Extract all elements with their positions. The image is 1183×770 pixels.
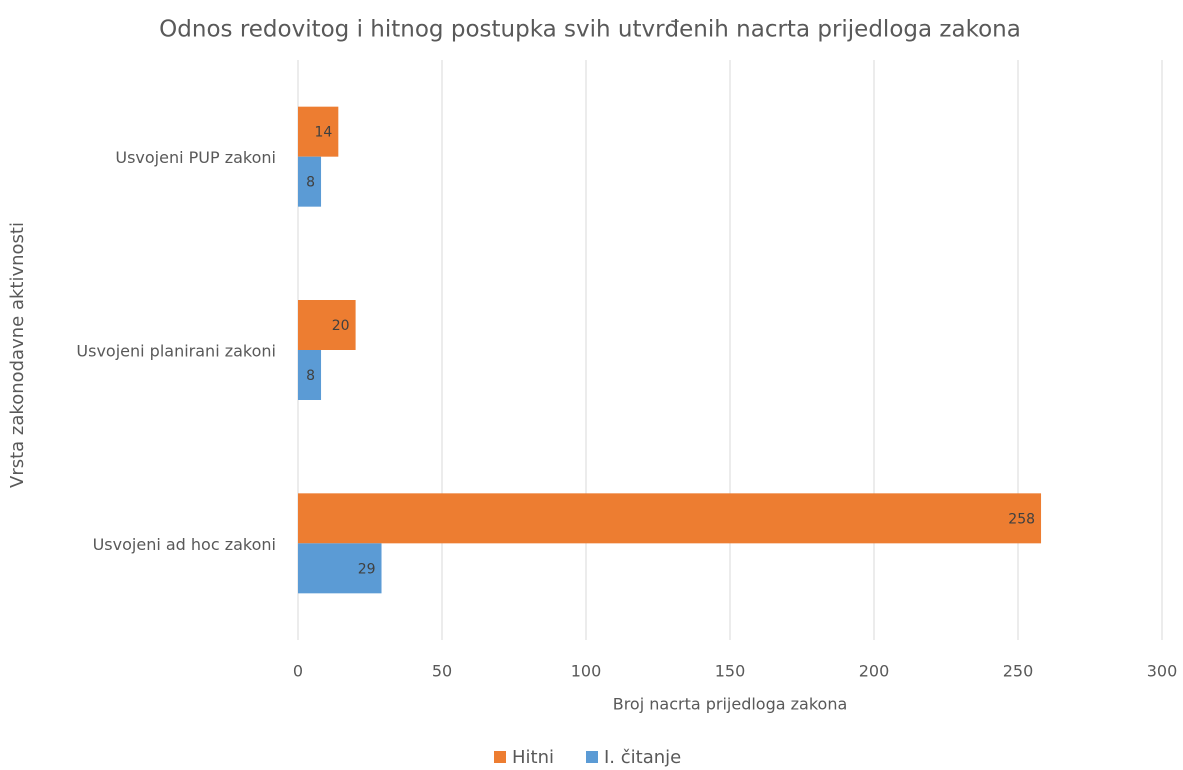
data-label: 258	[1008, 511, 1035, 527]
data-label: 20	[332, 318, 350, 334]
x-tick-label: 250	[1003, 662, 1034, 681]
x-tick-label: 50	[432, 662, 452, 681]
x-tick-label: 150	[715, 662, 746, 681]
x-axis-title: Broj nacrta prijedloga zakona	[613, 695, 848, 714]
data-label: 14	[314, 125, 332, 141]
data-label: 8	[306, 368, 315, 384]
y-tick-label: Usvojeni ad hoc zakoni	[93, 535, 276, 554]
bar	[298, 300, 356, 350]
y-tick-label: Usvojeni PUP zakoni	[115, 148, 276, 167]
x-tick-label: 0	[293, 662, 303, 681]
bar	[298, 493, 1042, 544]
x-tick-label: 300	[1147, 662, 1178, 681]
x-tick-label: 100	[571, 662, 602, 681]
legend-swatch	[586, 751, 598, 763]
bar	[298, 543, 382, 594]
bar	[298, 350, 322, 400]
chart-title: Odnos redovitog i hitnog postupka svih u…	[159, 17, 1021, 43]
bar	[298, 106, 339, 157]
data-label: 8	[306, 175, 315, 191]
legend-swatch	[494, 751, 506, 763]
data-label: 29	[358, 561, 376, 577]
legend-label: Hitni	[512, 747, 554, 768]
y-axis-title: Vrsta zakonodavne aktivnosti	[7, 222, 28, 488]
legend-label: I. čitanje	[604, 747, 681, 768]
x-tick-label: 200	[859, 662, 890, 681]
bar	[298, 156, 322, 207]
y-tick-label: Usvojeni planirani zakoni	[76, 342, 276, 361]
